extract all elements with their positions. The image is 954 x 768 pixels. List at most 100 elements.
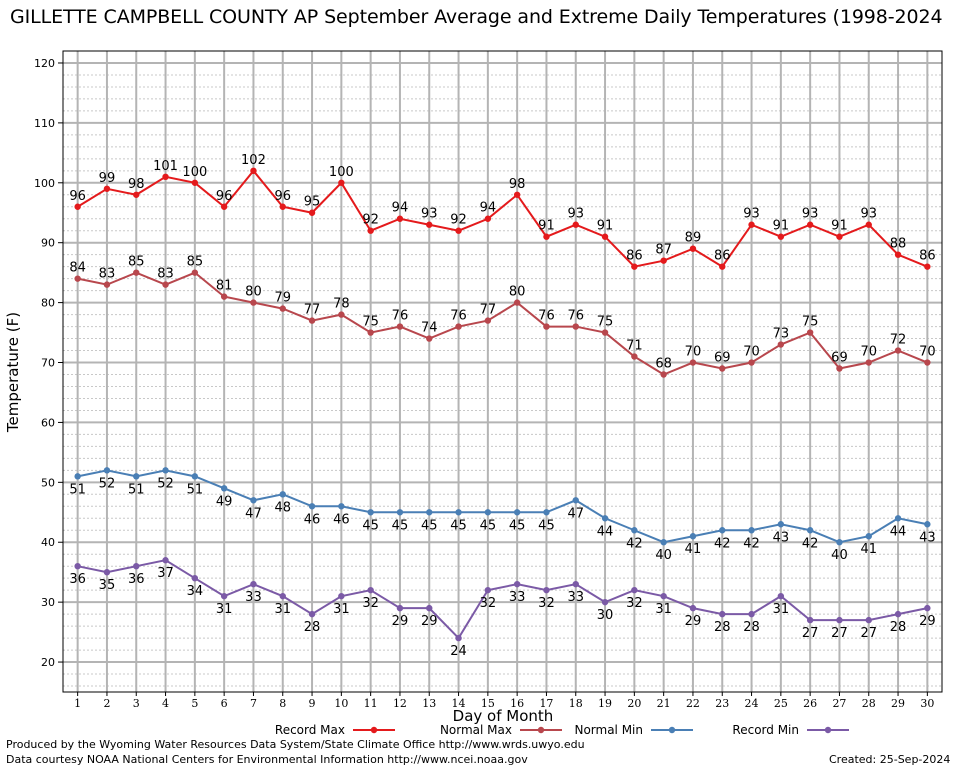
data-label: 33: [245, 590, 262, 605]
data-point: [367, 329, 374, 336]
data-point: [220, 293, 228, 300]
data-label: 24: [450, 644, 467, 659]
y-tick-label: 40: [41, 536, 55, 549]
data-label: 29: [392, 614, 409, 629]
data-point: [396, 604, 404, 612]
x-tick-label: 7: [250, 697, 257, 710]
data-point: [865, 221, 872, 228]
data-label: 98: [509, 177, 526, 192]
data-label: 102: [241, 153, 266, 168]
data-point: [719, 263, 726, 270]
data-label: 79: [274, 291, 291, 306]
y-tick-label: 50: [41, 476, 55, 489]
data-point: [836, 365, 843, 372]
data-label: 80: [245, 285, 262, 300]
data-label: 91: [538, 219, 555, 234]
data-label: 45: [421, 518, 438, 533]
data-point: [220, 592, 228, 600]
data-point: [689, 245, 697, 252]
data-label: 99: [99, 171, 116, 186]
data-point: [748, 610, 755, 618]
data-label: 71: [626, 339, 643, 354]
data-point: [220, 485, 228, 492]
legend-marker: [824, 726, 832, 734]
data-label: 42: [743, 536, 760, 551]
data-point: [367, 227, 374, 234]
x-tick-label: 9: [309, 697, 316, 710]
y-tick-label: 110: [34, 117, 55, 130]
data-label: 28: [890, 620, 907, 635]
data-point: [396, 215, 404, 222]
data-label: 41: [860, 542, 877, 557]
data-point: [543, 323, 550, 330]
data-point: [279, 203, 286, 210]
data-label: 42: [802, 536, 819, 551]
data-point: [865, 359, 872, 366]
data-point: [191, 269, 199, 276]
data-label: 76: [450, 309, 467, 324]
data-label: 45: [392, 518, 409, 533]
data-label: 77: [480, 303, 497, 318]
legend-marker: [537, 726, 545, 734]
data-point: [133, 562, 140, 570]
data-point: [455, 227, 462, 234]
data-label: 43: [773, 530, 790, 545]
data-label: 101: [153, 159, 178, 174]
data-point: [572, 497, 579, 504]
data-label: 98: [128, 177, 145, 192]
y-tick-label: 20: [41, 656, 55, 669]
series-layer: 96 99 98 101 100 96 102 96 95 100 92 94 93 92 94 98 91 93…: [69, 153, 935, 659]
data-point: [338, 179, 345, 186]
data-label: 44: [890, 524, 907, 539]
x-tick-label: 18: [569, 697, 583, 710]
data-label: 46: [304, 512, 321, 527]
data-label: 31: [773, 602, 790, 617]
x-tick-label: 24: [745, 697, 759, 710]
data-point: [836, 616, 843, 624]
footer-produced-by: Produced by the Wyoming Water Resources …: [6, 738, 585, 751]
data-label: 74: [421, 321, 438, 336]
data-point: [279, 305, 286, 312]
legend-marker: [370, 726, 378, 734]
data-point: [777, 592, 785, 600]
data-point: [308, 209, 316, 216]
data-point: [133, 191, 140, 198]
x-tick-label: 12: [393, 697, 407, 710]
data-label: 40: [831, 548, 848, 563]
data-point: [806, 527, 814, 534]
data-point: [250, 497, 257, 504]
data-label: 42: [714, 536, 731, 551]
data-label: 44: [597, 524, 614, 539]
data-point: [426, 509, 433, 516]
data-point: [367, 509, 374, 516]
data-label: 30: [597, 608, 614, 623]
data-label: 96: [216, 189, 233, 204]
series-line: [77, 469, 928, 544]
data-point: [426, 604, 433, 612]
data-point: [162, 281, 169, 288]
data-point: [777, 233, 785, 240]
data-point: [894, 347, 902, 354]
data-label: 40: [655, 548, 672, 563]
data-label: 43: [919, 530, 936, 545]
data-label: 92: [362, 213, 379, 228]
data-label: 46: [333, 512, 350, 527]
data-point: [572, 580, 579, 588]
chart-title: GILLETTE CAMPBELL COUNTY AP September Av…: [10, 6, 943, 28]
data-label: 33: [567, 590, 584, 605]
data-point: [279, 491, 286, 498]
data-label: 51: [187, 482, 204, 497]
x-tick-label: 2: [103, 697, 110, 710]
data-point: [74, 473, 81, 480]
data-label: 41: [685, 542, 702, 557]
data-point: [806, 616, 814, 624]
series-line: [77, 559, 928, 640]
legend-label: Normal Min: [574, 723, 643, 737]
data-label: 75: [802, 315, 819, 330]
data-point: [894, 515, 902, 522]
data-point: [484, 215, 492, 222]
legend-marker: [668, 726, 676, 734]
data-point: [631, 586, 638, 594]
data-label: 52: [157, 476, 174, 491]
data-point: [74, 275, 81, 282]
